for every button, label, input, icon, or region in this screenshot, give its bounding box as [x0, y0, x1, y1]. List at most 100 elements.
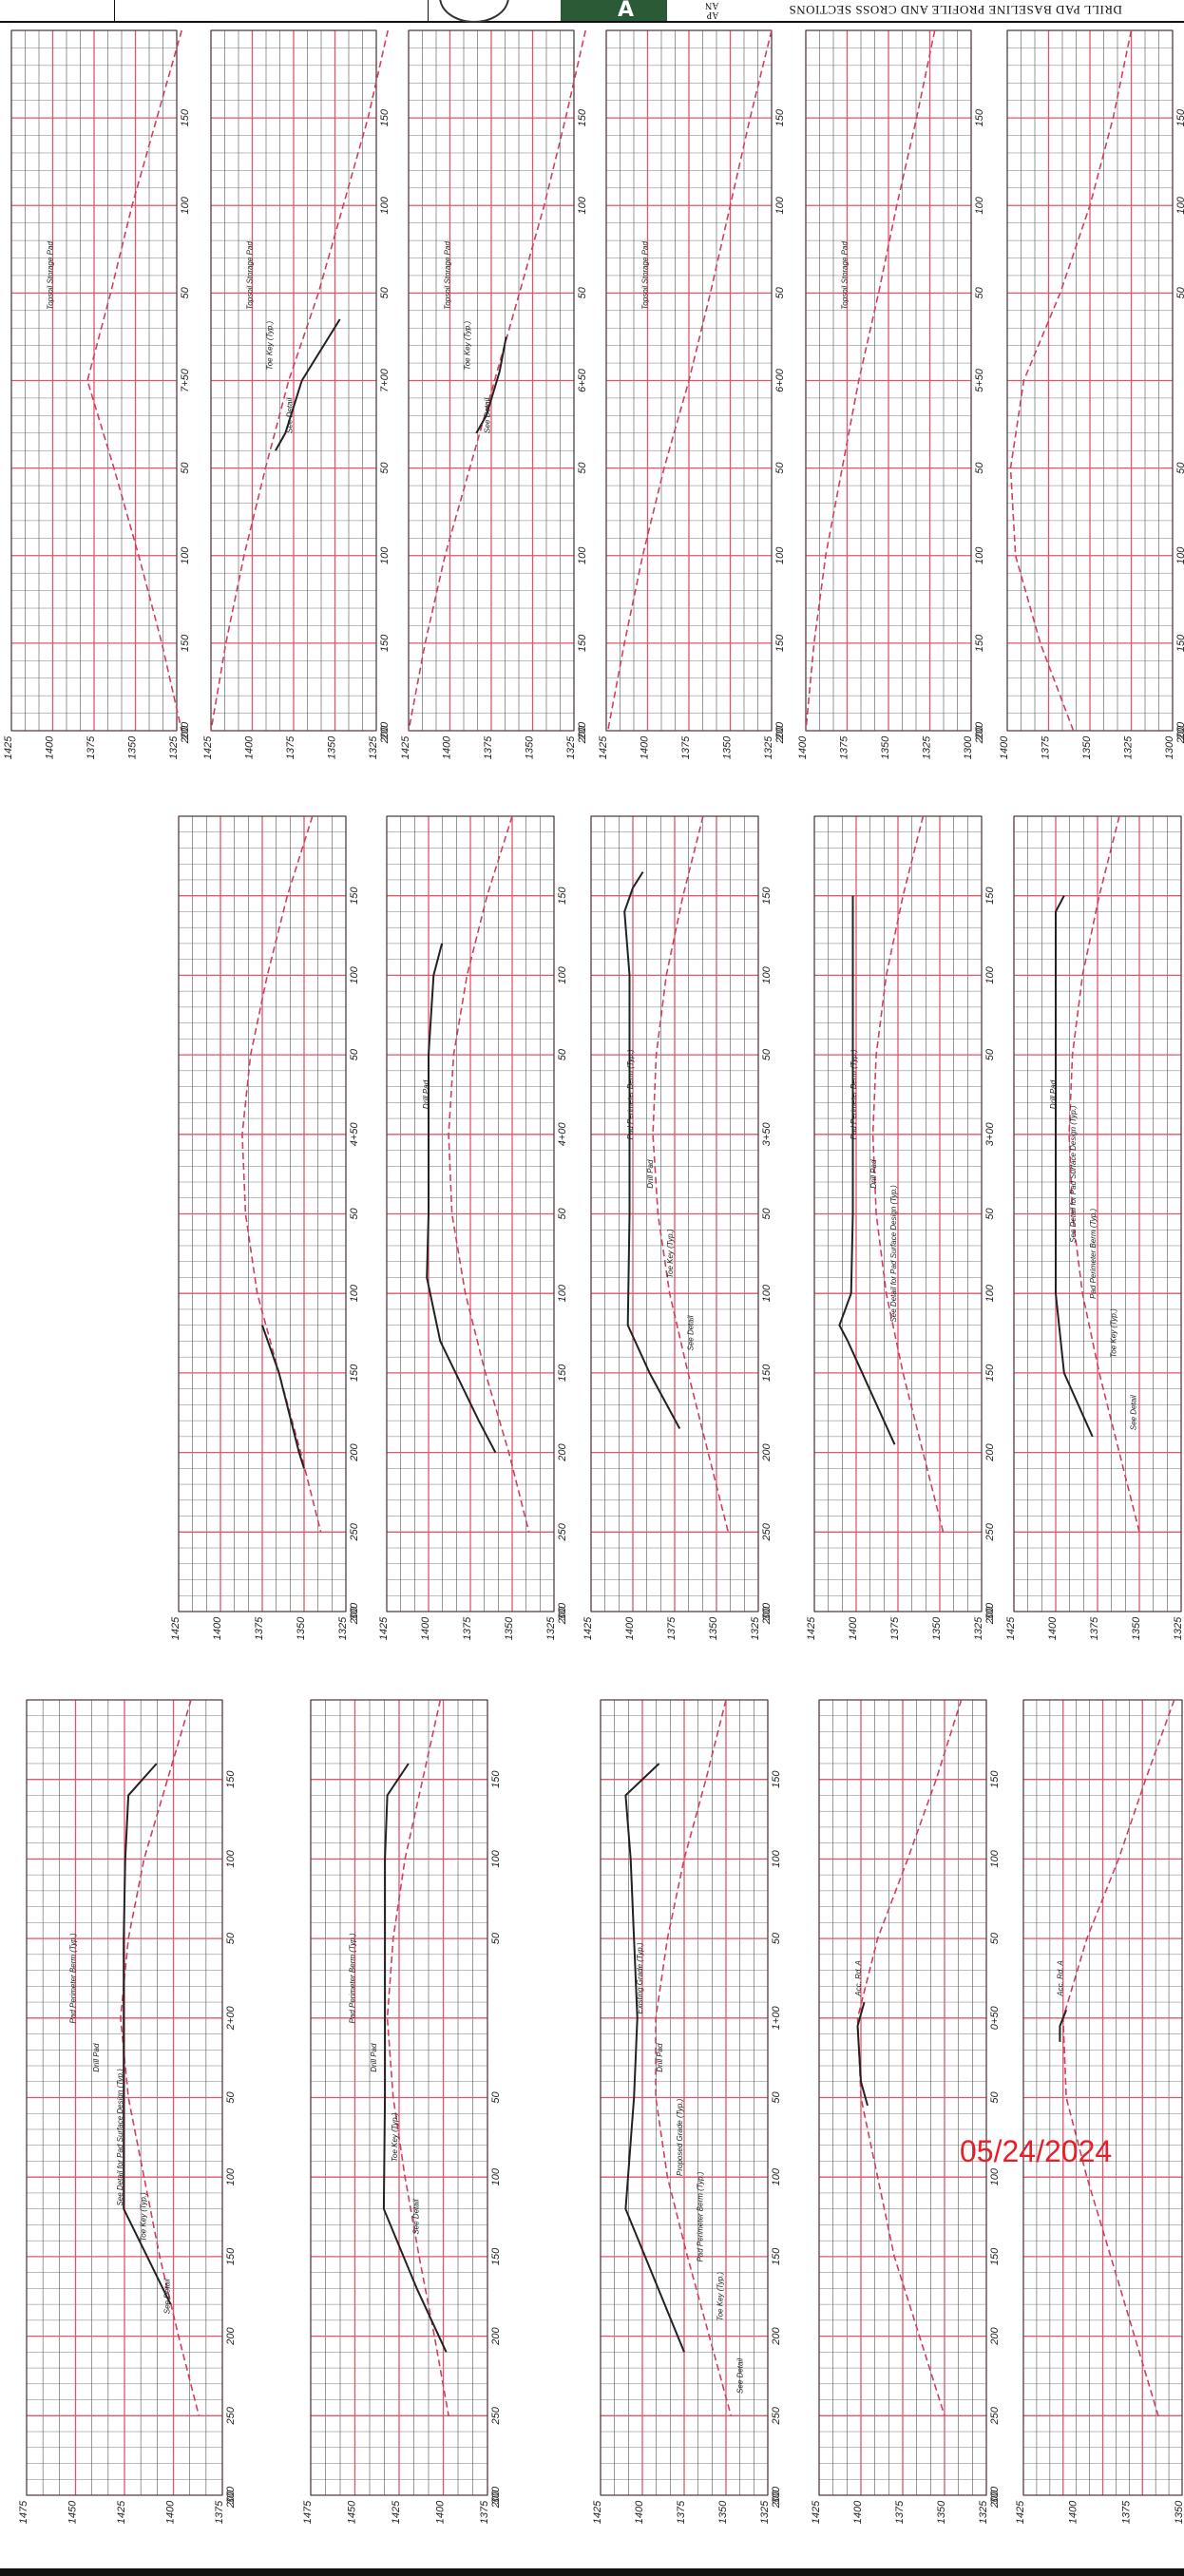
elevation-tick-label: 1375 [285, 735, 296, 759]
annotation-label: Pad Perimeter Berm (Typ.) [850, 1049, 858, 1139]
elevation-tick-label: 1350 [1174, 2500, 1184, 2524]
station-label: 3+00 [984, 1122, 996, 1147]
elevation-tick-label: 1425 [806, 1616, 817, 1640]
annotation-label: Pad Perimeter Berm (Typ.) [1089, 1209, 1098, 1299]
elevation-tick-label: 1375 [483, 735, 494, 759]
elevation-tick-label: 1375 [666, 1616, 678, 1640]
offset-tick-label: 150 [1175, 634, 1184, 652]
elevation-tick-label: 1400 [45, 735, 56, 759]
existing-grade-line [655, 1699, 733, 2416]
offset-tick-label: 50 [490, 1932, 502, 1944]
offset-tick-label: 100 [1175, 196, 1184, 214]
title-fragment-2: AP [706, 10, 719, 20]
proposed-grade-line [426, 943, 497, 1454]
offset-tick-label: 100 [225, 2167, 237, 2185]
station-label: 7+00 [379, 368, 391, 392]
annotation-label: See Detail for Pad Surface Design (Typ.) [1069, 1105, 1078, 1243]
elevation-tick-label: 1350 [717, 2500, 729, 2524]
seal-icon [439, 0, 509, 23]
existing-grade-line [606, 29, 773, 732]
proposed-grade-line [123, 1763, 172, 2305]
offset-tick-label: 100 [490, 1849, 502, 1867]
offset-tick-label: 100 [761, 1284, 773, 1302]
offset-tick-label: 50 [774, 286, 786, 298]
panel-frame [1022, 1699, 1183, 2496]
proposed-grade-line [475, 336, 507, 434]
title-cell [114, 0, 429, 21]
offset-tick-label: 300 [761, 1602, 773, 1620]
elevation-tick-label: 1425 [202, 735, 214, 759]
proposed-grade-line [838, 895, 896, 1445]
offset-tick-label: 300 [490, 2486, 502, 2504]
offset-tick-label: 100 [974, 546, 985, 564]
date-stamp: 05/24/2024 [960, 2134, 1113, 2168]
offset-tick-label: 150 [577, 634, 588, 652]
offset-tick-label: 150 [984, 1364, 996, 1382]
elevation-tick-label: 1400 [852, 2500, 864, 2524]
elevation-tick-label: 1425 [391, 2500, 402, 2524]
elevation-tick-label: 1400 [420, 1616, 431, 1640]
elevation-tick-label: 1425 [378, 1616, 390, 1640]
offset-tick-label: 150 [349, 887, 360, 905]
offset-tick-label: 200 [771, 2490, 782, 2509]
annotation-label: Existing Grade (Typ.) [636, 1942, 644, 2013]
offset-tick-label: 200 [984, 1606, 996, 1625]
proposed-grade-line [1055, 895, 1094, 1438]
elevation-tick-label: 1325 [168, 735, 180, 759]
proposed-grade-line [623, 871, 681, 1429]
offset-tick-label: 100 [557, 965, 568, 983]
cross-section-chart: 1425140013751350132515010050501001502002… [1005, 815, 1184, 1640]
elevation-tick-label: 1375 [1120, 2500, 1132, 2524]
offset-tick-label: 150 [774, 634, 786, 652]
offset-tick-label: 150 [761, 1364, 773, 1382]
offset-tick-label: 100 [761, 965, 773, 983]
offset-tick-label: 150 [490, 1770, 502, 1788]
offset-tick-label: 100 [225, 1849, 237, 1867]
offset-tick-label: 200 [349, 1443, 360, 1462]
offset-tick-label: 300 [771, 2486, 782, 2504]
annotation-label: Topsoil Storage Pad [47, 241, 55, 310]
panel-frame [210, 29, 377, 732]
elevation-tick-label: 1375 [86, 735, 97, 759]
proposed-grade-line [1059, 2010, 1068, 2042]
station-label: 3+50 [761, 1122, 773, 1147]
elevation-tick-label: 1325 [1173, 1616, 1184, 1640]
annotation-label: Drill Pad [646, 1159, 655, 1189]
offset-tick-label: 150 [989, 1770, 1001, 1788]
annotation-label: See Detail [411, 2199, 420, 2234]
offset-tick-label: 150 [180, 108, 191, 126]
offset-tick-label: 100 [1175, 546, 1184, 564]
grid [408, 29, 575, 732]
panel-frame [408, 29, 575, 732]
elevation-tick-label: 1425 [400, 735, 411, 759]
elevation-tick-label: 1425 [592, 2500, 603, 2524]
offset-tick-label: 250 [989, 2406, 1001, 2425]
elevation-tick-label: 1400 [999, 735, 1010, 759]
elevation-tick-label: 1425 [3, 735, 14, 759]
offset-tick-label: 150 [771, 1770, 782, 1788]
elevation-tick-label: 1350 [504, 1616, 515, 1640]
panel-frame [805, 29, 972, 732]
offset-tick-label: 100 [180, 546, 191, 564]
title-cell [0, 0, 115, 21]
offset-tick-label: 100 [774, 546, 786, 564]
offset-tick-label: 50 [989, 1932, 1001, 1944]
panel-frame [310, 1699, 488, 2496]
elevation-tick-label: 1425 [1015, 2500, 1026, 2524]
station-label: 1+00 [771, 2006, 782, 2031]
offset-tick-label: 50 [180, 286, 191, 298]
annotation-label: Topsoil Storage Pad [246, 241, 255, 310]
elevation-tick-label: 1375 [479, 2500, 490, 2524]
cross-section-panel: 1425140013751350150100505010015020025030… [1015, 1696, 1184, 2524]
annotation-label: See Detail [483, 398, 491, 433]
sheet-title: DRILL PAD BASELINE PROFILE AND CROSS SEC… [789, 3, 1122, 17]
annotation-label: Pad Perimeter Berm (Typ.) [69, 1933, 78, 2023]
elevation-tick-label: 1300 [1164, 735, 1175, 759]
offset-tick-label: 300 [989, 2486, 1001, 2504]
station-label: 0+50 [989, 2006, 1001, 2031]
grid [1006, 29, 1174, 732]
